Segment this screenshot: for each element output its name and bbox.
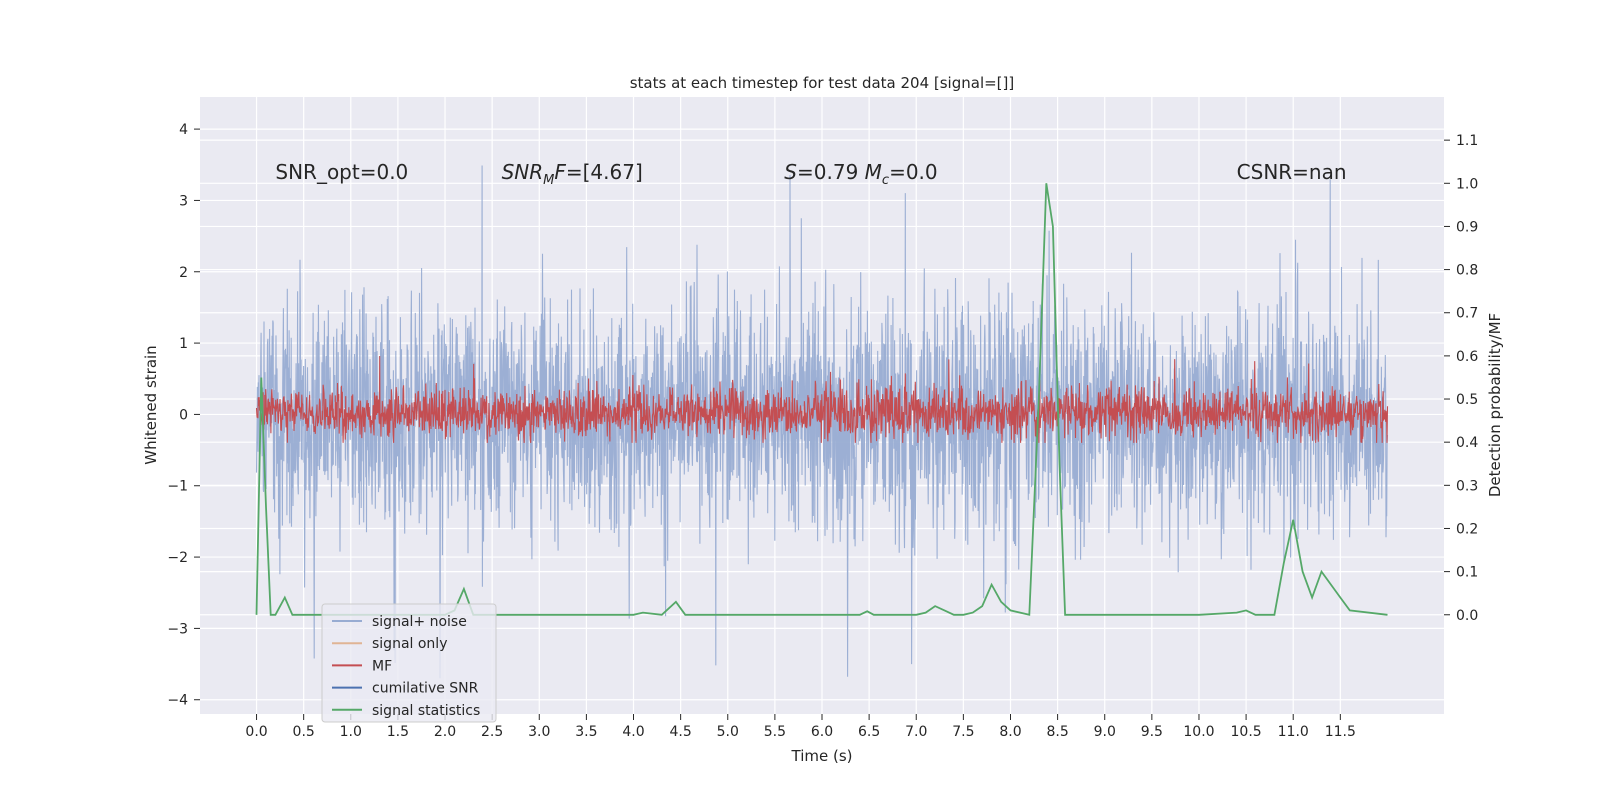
legend-label: MF	[372, 658, 392, 674]
x-tick-label: 4.0	[622, 724, 644, 740]
legend-label: signal statistics	[372, 703, 480, 719]
annotation-snr-opt: SNR_opt=0.0	[275, 160, 408, 184]
legend: signal+ noise signal only MF cumilative SNR…	[321, 603, 497, 723]
y-left-tick-label: 2	[179, 265, 188, 281]
x-tick-label: 3.5	[575, 724, 597, 740]
x-tick-label: 5.5	[764, 724, 786, 740]
y-right-tick-label: 0.5	[1456, 392, 1478, 408]
x-tick-label: 5.0	[717, 724, 739, 740]
x-axis-label: Time (s)	[791, 747, 853, 765]
y-left-tick-label: 1	[179, 336, 188, 352]
y-right-tick-label: 0.2	[1456, 521, 1478, 537]
annotations: SNR_opt=0.0 SNRMF=[4.67] S=0.79 Mc=0.0 CSNR…	[275, 160, 1346, 188]
y-right-tick-label: 0.8	[1456, 263, 1478, 279]
x-tick-label: 10.0	[1183, 724, 1214, 740]
legend-label: cumilative SNR	[372, 681, 479, 697]
chart-title: stats at each timestep for test data 204…	[630, 74, 1015, 92]
y-axis-left: −4 −3 −2 −1 0 1 2 3 4	[167, 122, 200, 709]
y-left-tick-label: −1	[167, 479, 188, 495]
y-left-tick-label: −4	[167, 693, 188, 709]
series-mf	[255, 355, 1389, 443]
x-tick-label: 0.5	[293, 724, 315, 740]
y-right-tick-label: 0.3	[1456, 478, 1478, 494]
x-tick-label: 1.0	[340, 724, 362, 740]
annotation-s-mc: S=0.79 Mc=0.0	[784, 160, 937, 188]
annotation-csnr: CSNR=nan	[1237, 160, 1347, 184]
x-tick-label: 7.5	[952, 724, 974, 740]
y-right-tick-label: 0.4	[1456, 435, 1478, 451]
y-right-tick-label: 0.1	[1456, 565, 1478, 581]
y-left-tick-label: −2	[167, 550, 188, 566]
x-tick-label: 6.0	[811, 724, 833, 740]
x-tick-label: 4.5	[670, 724, 692, 740]
y-right-tick-label: 1.0	[1456, 176, 1478, 192]
x-tick-label: 0.0	[245, 724, 267, 740]
y-left-tick-label: 3	[179, 193, 188, 209]
x-tick-label: 7.0	[905, 724, 927, 740]
y-axis-right: 0.0 0.1 0.2 0.3 0.4 0.5 0.6 0.7 0.8 0.9 1.0 1.1	[1444, 133, 1478, 624]
legend-label: signal only	[372, 636, 447, 652]
x-tick-label: 10.5	[1231, 724, 1262, 740]
x-tick-label: 11.5	[1325, 724, 1356, 740]
x-tick-label: 8.5	[1046, 724, 1068, 740]
x-tick-label: 9.5	[1141, 724, 1163, 740]
y-left-tick-label: 0	[179, 407, 188, 423]
y-right-tick-label: 1.1	[1456, 133, 1478, 149]
legend-label: signal+ noise	[372, 614, 467, 630]
legend-box	[321, 603, 497, 723]
y-right-tick-label: 0.0	[1456, 608, 1478, 624]
y-axis-right-label: Detection probability/MF	[1486, 313, 1504, 497]
y-right-tick-label: 0.9	[1456, 219, 1478, 235]
annotation-snr-mf: SNRMF=[4.67]	[502, 160, 643, 188]
y-left-tick-label: 4	[179, 122, 188, 138]
x-tick-label: 6.5	[858, 724, 880, 740]
y-axis-left-label: Whitened strain	[142, 345, 160, 464]
x-tick-label: 8.0	[999, 724, 1021, 740]
x-tick-label: 2.0	[434, 724, 456, 740]
x-tick-label: 2.5	[481, 724, 503, 740]
x-tick-label: 3.0	[528, 724, 550, 740]
y-right-tick-label: 0.6	[1456, 349, 1478, 365]
x-tick-label: 9.0	[1094, 724, 1116, 740]
y-left-tick-label: −3	[167, 621, 188, 637]
x-axis: 0.0 0.5 1.0 1.5 2.0 2.5 3.0 3.5 4.0 4.5 5.0 5.5 6.0 6…	[245, 714, 1356, 740]
x-tick-label: 11.0	[1278, 724, 1309, 740]
x-tick-label: 1.5	[387, 724, 409, 740]
y-right-tick-label: 0.7	[1456, 306, 1478, 322]
